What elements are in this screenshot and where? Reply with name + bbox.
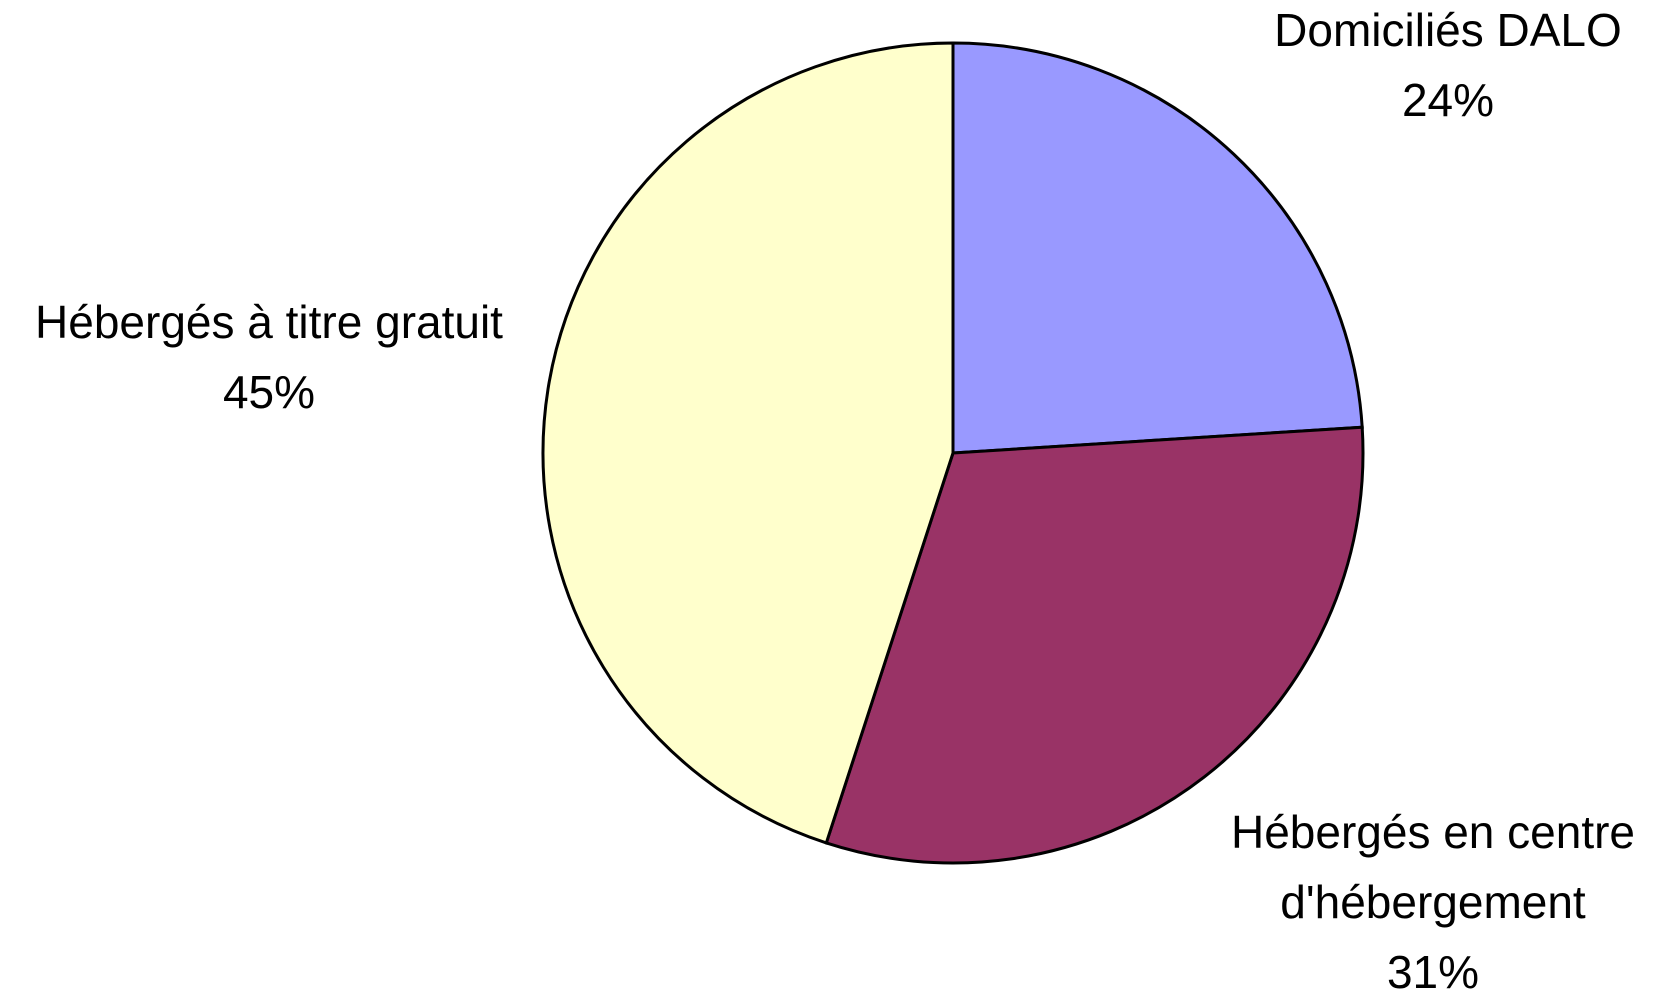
category-label: Hébergés à titre gratuit (35, 296, 503, 348)
pie-slice (541, 41, 955, 845)
pie-slice (824, 425, 1365, 865)
value-label: 45% (222, 366, 316, 418)
category-label: Domiciliés DALO (1274, 4, 1622, 56)
value-label: 31% (1386, 946, 1480, 998)
value-label: 24% (1401, 74, 1495, 126)
slice-label: Hébergés à titre gratuit 45% (0, 287, 549, 427)
slice-label: Domiciliés DALO 24% (1148, 0, 1673, 135)
category-label: Hébergés en centre d'hébergement (1230, 806, 1636, 928)
pie-slice (951, 41, 1364, 455)
slice-label: Hébergés en centre d'hébergement 31% (1198, 797, 1668, 1007)
